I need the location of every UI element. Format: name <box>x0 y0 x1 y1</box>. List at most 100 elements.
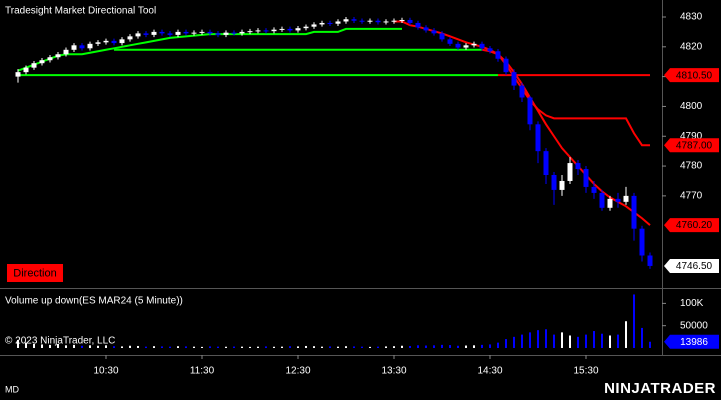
volume-bar <box>513 336 515 348</box>
candle-body <box>383 21 389 23</box>
candle-body <box>367 20 373 22</box>
volume-bar <box>169 346 171 348</box>
volume-bar <box>41 344 43 348</box>
y-tick-label: 4800 <box>680 101 703 112</box>
volume-bar <box>601 333 603 348</box>
candle-body <box>255 30 261 32</box>
volume-bar <box>129 345 131 348</box>
candle-body <box>527 97 533 125</box>
candle-body <box>223 32 229 35</box>
candle-body <box>87 43 93 49</box>
candle-body <box>287 28 293 31</box>
y-tick-label: 4830 <box>680 12 703 23</box>
volume-bar <box>553 334 555 348</box>
y-tick-label: 50000 <box>680 320 708 331</box>
y-tick-label: 4790 <box>680 131 703 142</box>
candle-body <box>351 19 357 21</box>
candle-body <box>495 51 501 59</box>
volume-bar <box>521 334 523 348</box>
candle-body <box>639 228 645 256</box>
volume-bar <box>641 327 643 348</box>
volume-marker-label: 13986 <box>680 337 708 348</box>
candle-body <box>335 21 341 24</box>
candle-body <box>151 31 157 35</box>
candle-body <box>439 33 445 40</box>
candle-body <box>207 31 213 34</box>
candle-body <box>591 186 597 193</box>
volume-bar <box>537 330 539 348</box>
candle-body <box>503 58 509 73</box>
candle-body <box>487 48 493 52</box>
candle-body <box>191 32 197 34</box>
candle-body <box>119 39 125 44</box>
volume-bar <box>369 346 371 348</box>
volume-bar <box>313 346 315 348</box>
volume-bar <box>377 346 379 348</box>
volume-bar <box>489 344 491 348</box>
volume-bar <box>385 346 387 348</box>
volume-bar <box>105 345 107 348</box>
volume-bar <box>137 345 139 348</box>
volume-bar <box>441 344 443 348</box>
candle-body <box>279 28 285 30</box>
volume-bar <box>273 346 275 348</box>
volume-bar <box>497 342 499 348</box>
y-tick-label: 4780 <box>680 161 703 172</box>
candle-body <box>135 33 141 37</box>
x-tick-label: 10:30 <box>93 366 118 377</box>
x-tick-label: 12:30 <box>285 366 310 377</box>
price-marker-label: 4810.50 <box>676 70 713 81</box>
volume-bar <box>417 345 419 348</box>
candle-body <box>47 57 53 61</box>
volume-bar <box>193 346 195 348</box>
volume-bar <box>257 346 259 348</box>
candle-body <box>519 85 525 98</box>
candle-body <box>247 31 253 33</box>
volume-bar <box>609 335 611 348</box>
candle-body <box>535 124 541 152</box>
price-marker <box>664 68 719 83</box>
direction-label: Direction <box>13 267 56 279</box>
candle-body <box>343 19 349 22</box>
volume-bar <box>225 346 227 348</box>
candle-body <box>39 60 45 64</box>
candle-body <box>647 255 653 266</box>
volume-bar <box>289 346 291 348</box>
candle-body <box>23 67 29 73</box>
volume-bar <box>361 346 363 348</box>
candle-body <box>15 72 21 77</box>
candle-body <box>159 31 165 34</box>
candle-body <box>215 33 221 35</box>
volume-bar <box>113 346 115 348</box>
candle-body <box>127 36 133 40</box>
candle-body <box>103 40 109 43</box>
volume-bar <box>201 346 203 348</box>
candle-body <box>423 27 429 31</box>
candle-body <box>551 175 557 190</box>
candle-body <box>511 72 517 86</box>
candle-body <box>167 33 173 35</box>
volume-bar <box>529 332 531 348</box>
volume-bar <box>33 343 35 348</box>
volume-bar <box>345 346 347 348</box>
volume-bar <box>177 346 179 348</box>
candle-body <box>559 180 565 190</box>
candle-body <box>143 33 149 35</box>
volume-bar <box>185 346 187 348</box>
copyright: © 2023 NinjaTrader, LLC <box>5 336 115 347</box>
volume-bar <box>321 346 323 348</box>
volume-bar <box>81 345 83 348</box>
candle-body <box>63 49 69 55</box>
candle-body <box>575 163 581 170</box>
candle-body <box>567 163 573 181</box>
candle-body <box>631 195 637 229</box>
volume-bar <box>633 294 635 348</box>
volume-bar <box>217 346 219 348</box>
candle-body <box>583 169 589 187</box>
volume-bar <box>465 345 467 348</box>
candle-body <box>263 30 269 32</box>
volume-bar <box>625 321 627 348</box>
x-tick-label: 13:30 <box>381 366 406 377</box>
volume-bar <box>393 346 395 348</box>
volume-bar <box>209 346 211 348</box>
